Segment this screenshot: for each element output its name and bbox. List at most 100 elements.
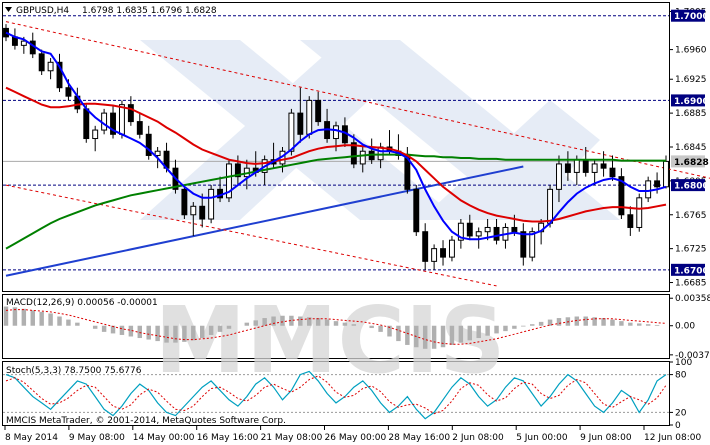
- macd-tick-label: 0.00: [675, 322, 695, 332]
- x-tick-label: 5 Jun 00:00: [516, 433, 568, 443]
- stoch-tick-label: 100: [675, 358, 692, 368]
- candle-body: [591, 163, 598, 173]
- candle-body: [315, 99, 322, 123]
- symbol-label: GBPUSD,H4: [16, 6, 69, 16]
- candle-body: [118, 104, 125, 135]
- candle-body: [234, 163, 241, 178]
- ma-slow-line: [5, 153, 666, 250]
- level-badge-0-bg: [671, 9, 705, 22]
- candle-body: [92, 129, 99, 140]
- candle-body: [663, 160, 669, 188]
- candle-body: [547, 188, 554, 224]
- symbol-arrow-icon: [5, 7, 12, 12]
- candle-body: [529, 231, 536, 258]
- candle-body: [564, 163, 571, 173]
- candle-body: [226, 163, 232, 199]
- price-tick-label: 1.6725: [675, 245, 707, 255]
- candle-body: [145, 133, 152, 156]
- candle-body: [181, 188, 188, 216]
- candle-body: [20, 40, 27, 46]
- candle-body: [448, 239, 455, 258]
- candle-body: [136, 121, 143, 135]
- candle-body: [413, 188, 420, 233]
- macd-signal-line: [5, 309, 667, 345]
- candle-body: [199, 205, 206, 220]
- level-badge-2-bg: [671, 179, 705, 192]
- ma-fast-line: [5, 31, 667, 241]
- ohlc-values: 1.6798 1.6835 1.6796 1.6828: [82, 6, 217, 16]
- x-tick-label: 8 May 2014: [5, 433, 58, 443]
- candle-body: [573, 159, 580, 173]
- candle-body: [56, 61, 63, 89]
- candle-body: [457, 222, 464, 241]
- candle-body: [154, 150, 161, 156]
- candle-body: [520, 231, 527, 258]
- price-plot: [3, 15, 710, 287]
- x-tick-label: 26 May 00:00: [325, 433, 387, 443]
- x-tick-label: 2 Jun 08:00: [452, 433, 504, 443]
- candle-body: [484, 226, 491, 233]
- level-badge-3-bg: [671, 263, 705, 276]
- candle-body: [466, 222, 473, 237]
- candle-body: [431, 248, 438, 262]
- candle-body: [627, 214, 634, 228]
- candle-body: [582, 159, 589, 173]
- macd-title: MACD(12,26,9) 0.00056 -0.00001: [6, 298, 158, 308]
- level-badge-1: 1.6900: [674, 97, 709, 107]
- candle-body: [654, 180, 661, 188]
- macd-tick-label: 0.00358: [675, 294, 710, 304]
- macd-plot: [3, 306, 667, 349]
- x-tick-label: 9 Jun 08:00: [580, 433, 632, 443]
- level-badge-1-bg: [671, 94, 705, 107]
- candle-body: [306, 99, 313, 135]
- candle-body: [127, 104, 134, 123]
- candle-body: [333, 125, 339, 140]
- candle-body: [359, 150, 366, 165]
- x-tick-label: 21 May 08:00: [261, 433, 323, 443]
- axes: 1.70051.69601.69251.68851.68451.68051.67…: [4, 7, 710, 443]
- candle-body: [422, 231, 429, 262]
- copyright-text: MMCIS MetaTrader, © 2001-2014, MetaQuote…: [6, 416, 286, 426]
- x-tick-label: 12 Jun 08:00: [644, 433, 701, 443]
- stoch-tick-label: 20: [675, 408, 687, 418]
- trend-line-support: [5, 165, 524, 277]
- stoch-tick-label: 0: [675, 421, 681, 431]
- candle-body: [645, 180, 652, 199]
- price-tick-label: 1.6885: [675, 109, 707, 119]
- candle-body: [440, 248, 446, 258]
- macd-tick-label: -0.00379: [675, 351, 710, 361]
- candle-body: [83, 108, 90, 140]
- price-tick-label: 1.6685: [675, 279, 707, 289]
- x-tick-label: 14 May 00:00: [133, 433, 195, 443]
- candle-body: [110, 112, 116, 135]
- trend-line-channel-top: [5, 21, 710, 179]
- price-tick-label: 1.6845: [675, 143, 707, 153]
- price-tick-label: 1.6960: [675, 46, 707, 56]
- stoch-tick-label: 80: [675, 371, 687, 381]
- watermark-text: MMCIS: [154, 287, 505, 394]
- candle-body: [208, 188, 215, 220]
- level-badge-0: 1.7000: [674, 12, 709, 22]
- candle-body: [556, 163, 562, 190]
- candle-body: [350, 142, 357, 165]
- x-tick-label: 9 May 08:00: [69, 433, 125, 443]
- stoch-title: Stoch(5,3,3) 78.7500 75.6776: [6, 366, 142, 376]
- candle-body: [636, 197, 643, 228]
- candle-body: [288, 112, 295, 152]
- candle-body: [475, 231, 482, 237]
- candle-body: [190, 205, 197, 216]
- candle-body: [609, 167, 616, 178]
- stoch-main-line: [5, 370, 667, 420]
- candle-body: [618, 176, 625, 216]
- candle-body: [38, 53, 45, 72]
- level-badge-3: 1.6700: [674, 266, 709, 276]
- price-tick-label: 1.6925: [675, 75, 707, 85]
- candle-body: [47, 61, 54, 72]
- candle-body: [493, 226, 500, 241]
- current-price-badge: 1.6828: [674, 158, 709, 168]
- candle-body: [297, 112, 304, 135]
- price-tick-label: 1.6765: [675, 211, 707, 221]
- candle-body: [511, 226, 518, 233]
- ma-mid-line: [5, 86, 667, 223]
